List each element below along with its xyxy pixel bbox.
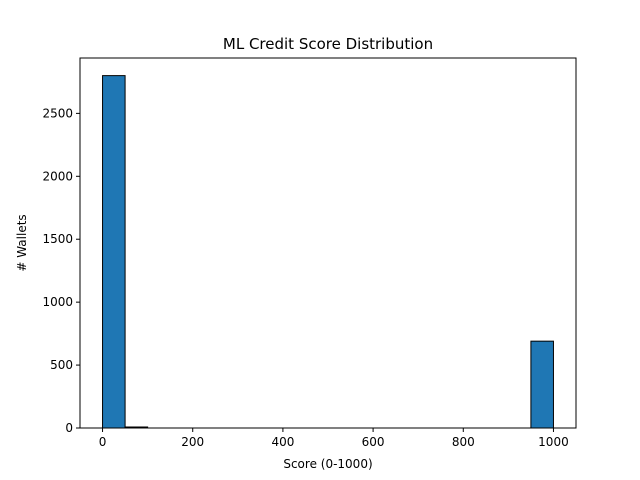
y-axis-ticks: 0 500 1000 1500 2000 2500 bbox=[42, 106, 80, 435]
x-tick-label-2: 400 bbox=[271, 435, 294, 449]
bars-group bbox=[102, 75, 554, 429]
chart-title: ML Credit Score Distribution bbox=[223, 35, 433, 53]
y-tick-label-1: 500 bbox=[50, 358, 73, 372]
y-tick-label-5: 2500 bbox=[42, 106, 73, 120]
plot-frame bbox=[79, 57, 577, 429]
y-tick-label-3: 1500 bbox=[42, 232, 73, 246]
x-axis-ticks: 0 200 400 600 800 1000 bbox=[99, 428, 569, 449]
histogram-bar-2 bbox=[530, 340, 554, 429]
histogram-bar-0 bbox=[102, 75, 126, 429]
x-tick-label-1: 200 bbox=[181, 435, 204, 449]
y-axis-label: # Wallets bbox=[15, 214, 29, 271]
x-tick-label-5: 1000 bbox=[538, 435, 569, 449]
y-tick-label-2: 1000 bbox=[42, 295, 73, 309]
x-tick-label-4: 800 bbox=[452, 435, 475, 449]
x-tick-label-3: 600 bbox=[362, 435, 385, 449]
y-tick-label-4: 2000 bbox=[42, 169, 73, 183]
y-tick-label-0: 0 bbox=[65, 421, 73, 435]
x-axis-label: Score (0-1000) bbox=[283, 457, 372, 471]
x-tick-label-0: 0 bbox=[99, 435, 107, 449]
